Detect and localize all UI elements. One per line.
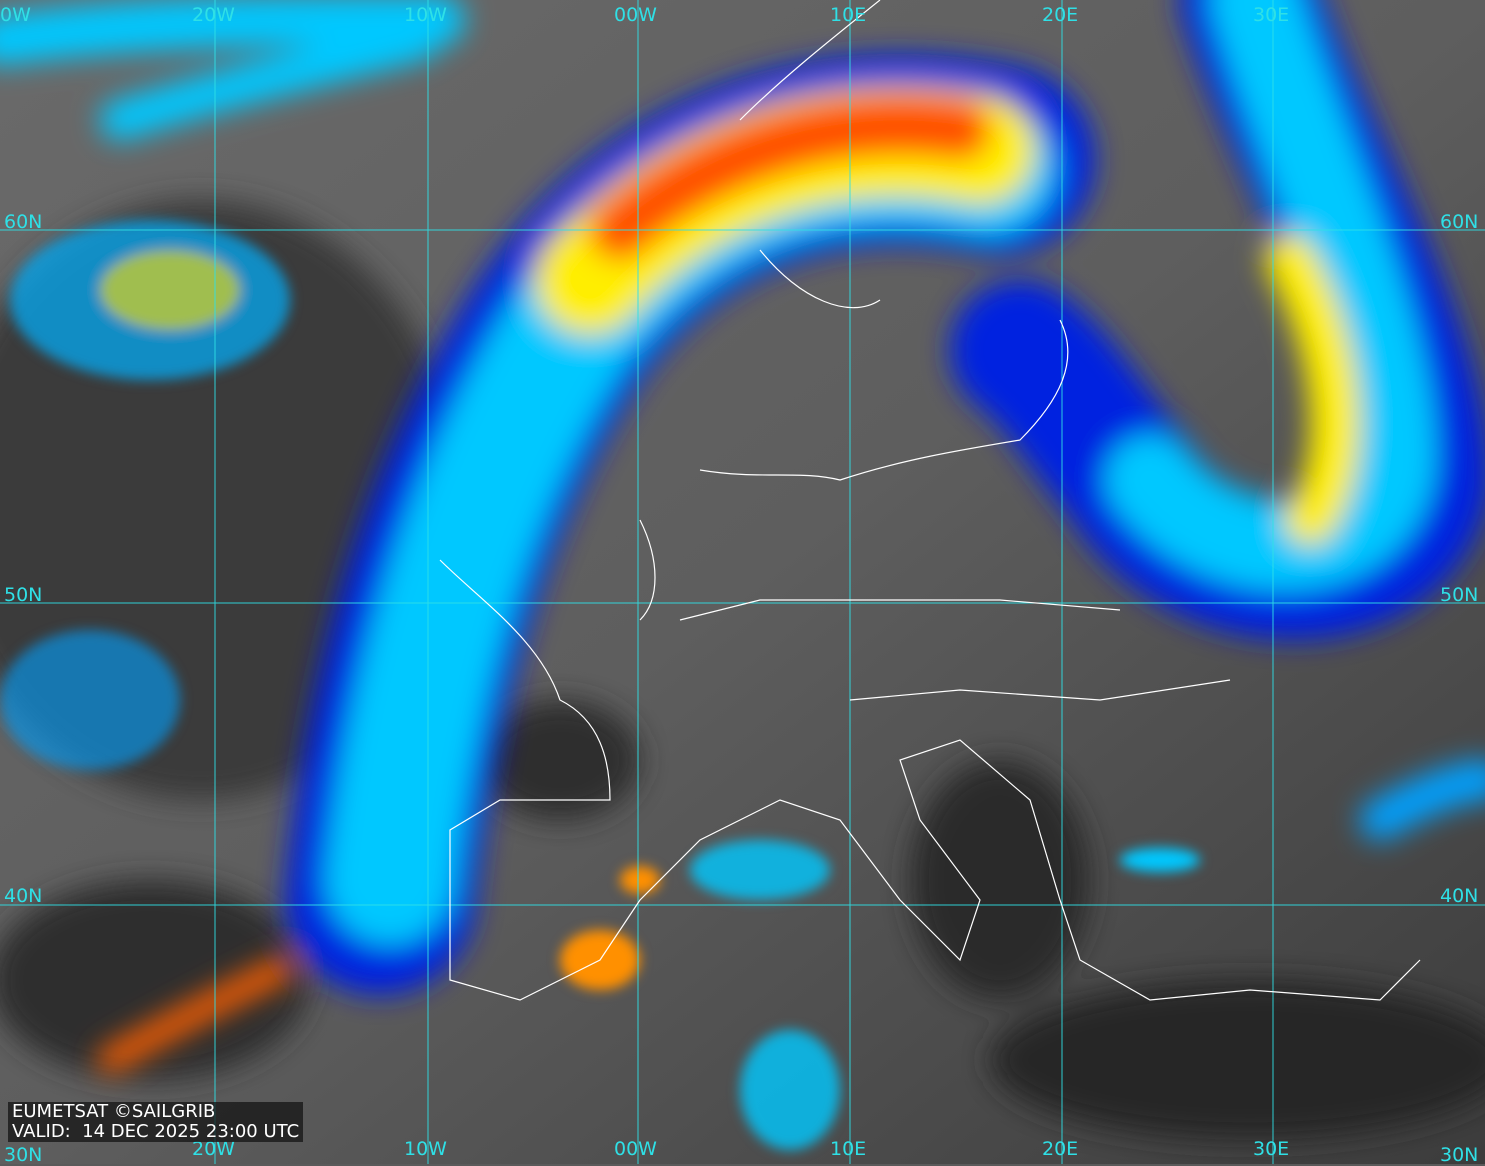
bottom-label-30n-right: 30N <box>1440 1144 1479 1166</box>
left-label-60n: 60N <box>4 211 43 233</box>
scattered-clouds <box>0 220 1200 1150</box>
top-label-30w: 0W <box>0 4 31 26</box>
coastlines <box>439 0 1421 1001</box>
right-label-40n: 40N <box>1440 885 1479 907</box>
right-label-50n: 50N <box>1440 584 1479 606</box>
top-label-10w: 10W <box>404 4 447 26</box>
left-label-40n: 40N <box>4 885 43 907</box>
left-label-50n: 50N <box>4 584 43 606</box>
top-label-10e: 10E <box>830 4 867 26</box>
bottom-label-30e: 30E <box>1253 1138 1290 1160</box>
bottom-label-00w: 00W <box>614 1138 657 1160</box>
bottom-label-30n-left: 30N <box>4 1144 43 1166</box>
bottom-label-10w: 10W <box>404 1138 447 1160</box>
caption-source: EUMETSAT ©SAILGRIB <box>12 1101 216 1122</box>
bottom-label-20w: 20W <box>192 1138 235 1160</box>
caption-valid-time: VALID: 14 DEC 2025 23:00 UTC <box>12 1121 300 1142</box>
caption-box: EUMETSAT ©SAILGRIB VALID: 14 DEC 2025 23… <box>8 1101 304 1142</box>
right-label-60n: 60N <box>1440 211 1479 233</box>
bottom-label-20e: 20E <box>1042 1138 1079 1160</box>
top-label-20e: 20E <box>1042 4 1079 26</box>
cloud-bands <box>0 0 1485 1073</box>
top-label-00w: 00W <box>614 4 657 26</box>
top-label-30e: 30E <box>1253 4 1290 26</box>
top-label-20w: 20W <box>192 4 235 26</box>
bottom-label-10e: 10E <box>830 1138 867 1160</box>
